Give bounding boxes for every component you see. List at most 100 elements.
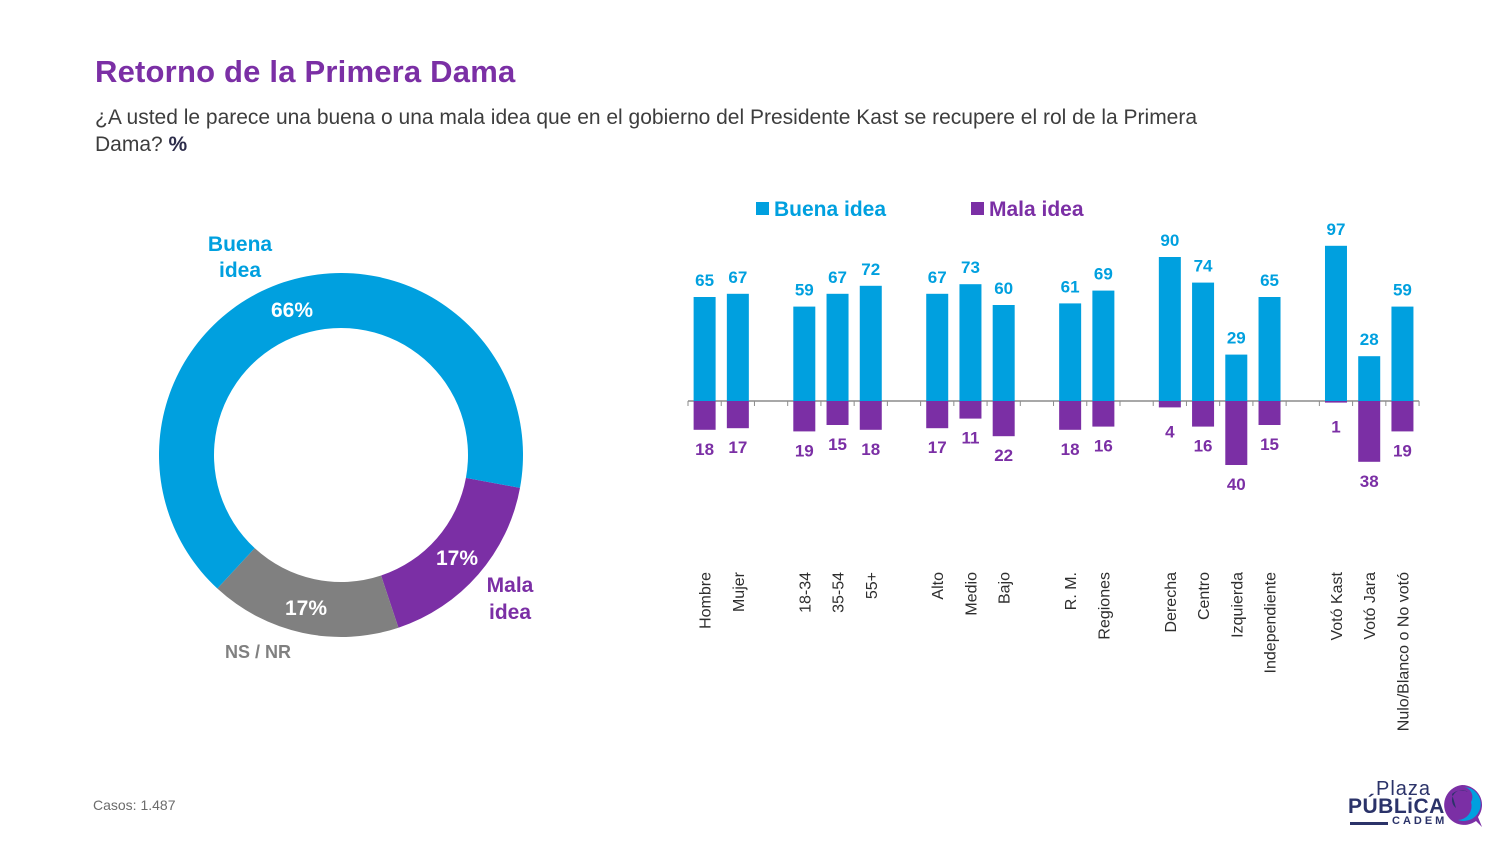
bar-buena-idea — [1258, 297, 1281, 401]
data-label-buena-idea: 65 — [695, 271, 714, 290]
bar-buena-idea — [859, 285, 882, 401]
cases-count: Casos: 1.487 — [93, 797, 176, 813]
bar-buena-idea — [793, 306, 816, 401]
data-label-mala-idea: 11 — [961, 429, 979, 448]
bar-buena-idea — [826, 293, 849, 401]
speech-bubble-logo-icon — [1444, 785, 1482, 827]
x-tick-label: 35-54 — [831, 572, 848, 613]
bar-mala-idea — [992, 401, 1015, 437]
data-label-mala-idea: 4 — [1165, 422, 1175, 441]
data-label-buena-idea: 28 — [1360, 330, 1379, 349]
data-label-buena-idea: 69 — [1094, 265, 1113, 284]
data-label-mala-idea: 15 — [828, 435, 847, 454]
data-label-buena-idea: 97 — [1327, 220, 1346, 239]
donut-chart: 17% Mala idea 17% NS / NR 66% Buena idea — [159, 233, 534, 662]
data-label-buena-idea: 59 — [1393, 281, 1412, 300]
legend-swatch-mala — [971, 202, 984, 215]
data-label-mala-idea: 18 — [695, 440, 714, 459]
donut-category-label-mala: Mala — [487, 574, 534, 597]
data-label-mala-idea: 38 — [1360, 472, 1379, 491]
data-label-buena-idea: 59 — [795, 281, 814, 300]
data-label-buena-idea: 67 — [928, 268, 947, 287]
legend-label-buena: Buena idea — [774, 198, 886, 221]
donut-category-label-buena: idea — [219, 259, 261, 282]
logo-text-plaza: Plaza — [1376, 778, 1432, 800]
bar-buena-idea — [1391, 306, 1414, 401]
data-label-buena-idea: 29 — [1227, 329, 1246, 348]
data-label-mala-idea: 1 — [1331, 418, 1340, 437]
logo-text-publica: PÚBLiCA — [1348, 795, 1445, 818]
bar-mala-idea — [793, 401, 816, 432]
x-tick-label: R. M. — [1063, 572, 1080, 610]
data-label-buena-idea: 60 — [994, 279, 1013, 298]
bar-buena-idea — [992, 305, 1015, 401]
donut-value-label-buena: 66% — [271, 299, 313, 322]
question-text: ¿A usted le parece una buena o una mala … — [95, 104, 1255, 158]
bar-mala-idea — [726, 401, 749, 429]
unit-marker: % — [168, 133, 188, 156]
data-label-buena-idea: 67 — [828, 268, 847, 287]
bar-mala-idea — [959, 401, 982, 419]
bar-mala-idea — [1092, 401, 1115, 427]
logo-rule — [1350, 822, 1388, 825]
x-tick-label: Votó Jara — [1362, 572, 1379, 640]
bar-buena-idea — [1092, 290, 1115, 401]
bar-mala-idea — [693, 401, 716, 430]
donut-category-label-mala: idea — [489, 601, 531, 624]
data-label-mala-idea: 17 — [728, 438, 747, 457]
x-tick-label: Alto — [930, 572, 947, 600]
bar-buena-idea — [1059, 303, 1082, 401]
bar-buena-idea — [1225, 354, 1248, 401]
bar-buena-idea — [1158, 257, 1181, 401]
data-label-buena-idea: 73 — [961, 258, 980, 277]
bar-mala-idea — [826, 401, 849, 425]
bar-chart: Buena idea Mala idea 65 18 Hombre 67 17 Mujer 59… — [687, 198, 1420, 731]
legend-swatch-buena — [756, 202, 769, 215]
logo-text-cadem: CADEM — [1392, 815, 1448, 827]
bar-buena-idea — [959, 284, 982, 401]
donut-value-label-mala: 17% — [436, 547, 478, 570]
data-label-buena-idea: 61 — [1061, 277, 1080, 296]
x-tick-label: Centro — [1196, 572, 1213, 620]
x-tick-label: Hombre — [698, 572, 715, 629]
bar-buena-idea — [926, 293, 949, 401]
donut-slice-buena — [159, 273, 523, 589]
x-tick-label: 18-34 — [797, 572, 814, 613]
bar-mala-idea — [1192, 401, 1215, 427]
legend-label-mala: Mala idea — [989, 198, 1084, 221]
data-label-buena-idea: 90 — [1160, 231, 1179, 250]
data-label-mala-idea: 22 — [994, 446, 1013, 465]
bar-buena-idea — [1324, 245, 1347, 401]
data-label-mala-idea: 40 — [1227, 475, 1246, 494]
bar-mala-idea — [1225, 401, 1248, 465]
data-label-buena-idea: 72 — [861, 260, 880, 279]
data-label-buena-idea: 67 — [728, 268, 747, 287]
bar-mala-idea — [859, 401, 882, 430]
data-label-mala-idea: 16 — [1194, 437, 1213, 456]
data-label-mala-idea: 18 — [861, 440, 880, 459]
plaza-publica-logo: Plaza PÚBLiCA CADEM — [1340, 778, 1490, 834]
data-label-mala-idea: 16 — [1094, 437, 1113, 456]
bar-buena-idea — [1192, 282, 1215, 401]
bar-mala-idea — [1358, 401, 1381, 462]
bar-mala-idea — [926, 401, 949, 429]
data-label-mala-idea: 18 — [1061, 440, 1080, 459]
donut-category-label-nsnr: NS / NR — [225, 642, 291, 662]
bar-buena-idea — [1358, 356, 1381, 401]
question-body: ¿A usted le parece una buena o una mala … — [95, 106, 1198, 156]
x-tick-label: Medio — [963, 572, 980, 616]
x-tick-label: Mujer — [731, 571, 748, 612]
donut-slice-mala — [381, 477, 521, 628]
bar-buena-idea — [693, 297, 716, 401]
x-tick-label: Derecha — [1163, 572, 1180, 633]
data-label-mala-idea: 19 — [1393, 441, 1412, 460]
data-label-mala-idea: 19 — [795, 441, 814, 460]
donut-category-label-buena: Buena — [208, 233, 273, 256]
bar-mala-idea — [1324, 401, 1347, 403]
bar-buena-idea — [726, 293, 749, 401]
x-tick-label: Votó Kast — [1329, 571, 1346, 640]
bar-mala-idea — [1059, 401, 1082, 430]
data-label-buena-idea: 65 — [1260, 271, 1279, 290]
x-tick-label: 55+ — [864, 572, 881, 599]
x-tick-label: Izquierda — [1229, 572, 1246, 638]
